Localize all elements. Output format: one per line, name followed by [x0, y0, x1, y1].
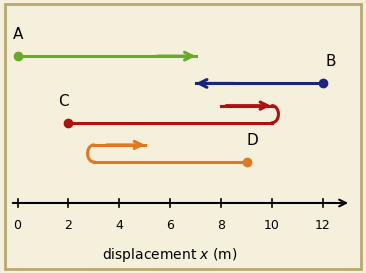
Text: 4: 4: [115, 219, 123, 232]
Text: C: C: [58, 94, 69, 109]
Text: displacement $x$ (m): displacement $x$ (m): [102, 246, 238, 264]
Text: 12: 12: [315, 219, 331, 232]
Text: A: A: [12, 27, 23, 42]
Text: D: D: [247, 133, 258, 148]
Text: 2: 2: [64, 219, 72, 232]
Text: 8: 8: [217, 219, 225, 232]
Text: 6: 6: [166, 219, 174, 232]
Text: 10: 10: [264, 219, 280, 232]
Text: 0: 0: [14, 219, 22, 232]
Text: B: B: [325, 54, 336, 69]
